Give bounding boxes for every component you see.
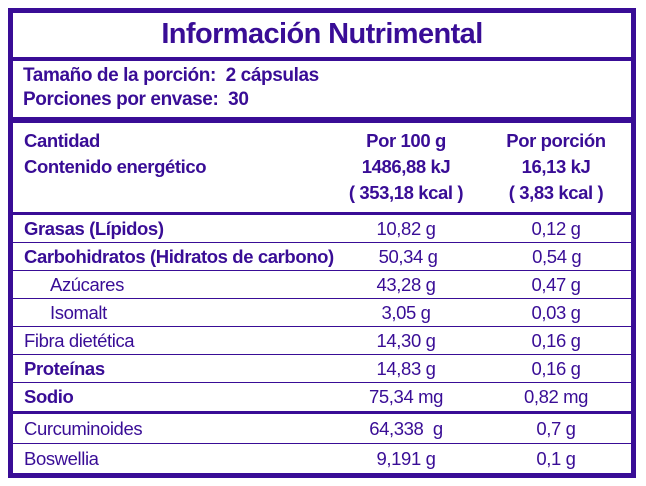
active-name: Curcuminoides [24,417,143,439]
label-header: Información Nutrimental [13,13,631,61]
servings-per-container-line: Porciones por envase: 30 [23,89,249,110]
active-row-boswellia: Boswellia 9,191 g 0,1 g [13,444,631,473]
header-row-titles: Cantidad Por 100 g Por porción [13,128,631,154]
value-per-serving: 0,12 g [531,217,581,239]
nutrient-name: Carbohidratos (Hidratos de carbono) [24,245,334,267]
active-ingredient-rows: Curcuminoides 64,338 g 0,7 g Boswellia 9… [13,414,631,473]
nutrient-name: Sodio [24,386,74,407]
value-per-serving: 0,7 g [536,417,576,439]
nutrient-row-carbohidratos: Carbohidratos (Hidratos de carbono) 50,3… [13,243,631,271]
nutrient-row-grasas: Grasas (Lípidos) 10,82 g 0,12 g [13,215,631,243]
serving-size-line: Tamaño de la porción: 2 cápsulas [23,65,319,86]
table-header: Cantidad Por 100 g Por porción Contenido… [13,123,631,215]
value-per-100g: 14,30 g [376,329,436,351]
value-per-serving: 0,16 g [531,357,581,379]
nutrient-name: Fibra dietética [24,329,135,351]
value-per-100g: 43,28 g [376,273,436,295]
nutrient-row-proteinas: Proteínas 14,83 g 0,16 g [13,355,631,383]
active-name: Boswellia [24,448,99,469]
nutrient-name: Proteínas [24,357,105,379]
value-per-100g: 10,82 g [376,217,436,239]
value-per-100g: 64,338 g [369,417,443,439]
nutrient-row-azucares: Azúcares 43,28 g 0,47 g [13,271,631,299]
value-per-serving: 0,54 g [532,245,582,267]
value-per-serving: 0,16 g [531,329,581,351]
value-per-serving: 0,03 g [531,301,581,323]
nutrient-name: Isomalt [50,301,107,323]
per-100g-column-label: Por 100 g [366,130,446,151]
nutrient-row-isomalt: Isomalt 3,05 g 0,03 g [13,299,631,327]
per-serving-column-label: Por porción [506,130,606,151]
value-per-100g: 50,34 g [378,245,438,267]
value-per-100g: 75,34 mg [369,386,443,407]
nutrition-label: Información Nutrimental Tamaño de la por… [8,8,636,478]
nutrient-name: Azúcares [50,273,124,295]
value-per-100g: 9,191 g [376,448,436,469]
energy-kj-per-100g: 1486,88 kJ [361,156,451,177]
active-row-curcuminoides: Curcuminoides 64,338 g 0,7 g [13,414,631,444]
value-per-serving: 0,82 mg [523,386,589,407]
nutrient-name: Grasas (Lípidos) [24,217,164,239]
value-per-100g: 3,05 g [381,301,431,323]
nutrient-rows: Grasas (Lípidos) 10,82 g 0,12 g Carbohid… [13,215,631,414]
energy-kcal-per-100g: ( 353,18 kcal ) [348,182,464,203]
header-row-energy-kcal: ( 353,18 kcal ) ( 3,83 kcal ) [13,180,631,206]
page-title: Información Nutrimental [161,18,483,50]
energy-kcal-per-serving: ( 3,83 kcal ) [508,182,604,203]
energy-kj-per-serving: 16,13 kJ [521,156,591,177]
energy-label: Contenido energético [24,156,207,177]
amount-column-label: Cantidad [24,130,100,151]
value-per-100g: 14,83 g [376,357,436,379]
nutrient-row-sodio: Sodio 75,34 mg 0,82 mg [13,383,631,411]
serving-info: Tamaño de la porción: 2 cápsulas Porcion… [13,61,631,123]
value-per-serving: 0,47 g [531,273,581,295]
nutrient-row-fibra: Fibra dietética 14,30 g 0,16 g [13,327,631,355]
value-per-serving: 0,1 g [536,448,576,469]
header-row-energy-kj: Contenido energético 1486,88 kJ 16,13 kJ [13,154,631,180]
